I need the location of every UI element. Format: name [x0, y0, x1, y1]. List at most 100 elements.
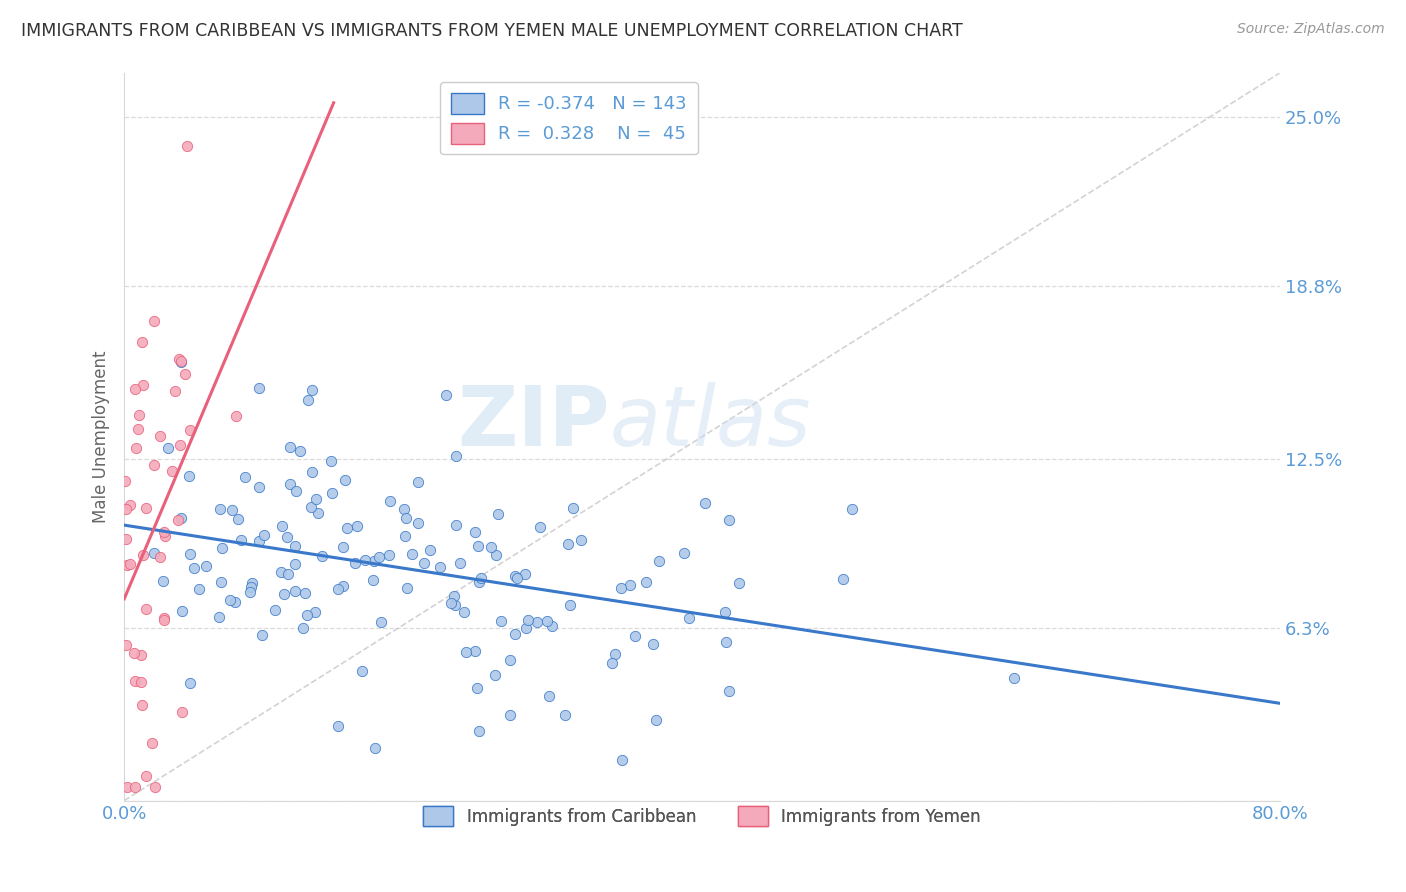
Point	[537, 689, 560, 703]
Point	[672, 546, 695, 560]
Point	[132, 377, 155, 392]
Point	[128, 408, 150, 422]
Point	[132, 548, 155, 562]
Point	[114, 474, 136, 488]
Point	[131, 698, 153, 713]
Point	[332, 540, 354, 554]
Point	[560, 598, 582, 612]
Point	[224, 409, 246, 423]
Point	[353, 553, 375, 567]
Point	[153, 529, 176, 543]
Point	[406, 516, 429, 531]
Point	[336, 521, 359, 535]
Point	[311, 549, 333, 563]
Point	[319, 453, 342, 467]
Point	[188, 582, 211, 597]
Text: ZIP: ZIP	[457, 382, 610, 463]
Point	[208, 610, 231, 624]
Point	[467, 540, 489, 554]
Point	[600, 657, 623, 671]
Point	[179, 469, 201, 483]
Point	[143, 780, 166, 794]
Point	[135, 602, 157, 616]
Point	[179, 547, 201, 561]
Point	[135, 768, 157, 782]
Point	[444, 449, 467, 463]
Point	[297, 392, 319, 407]
Point	[141, 735, 163, 749]
Point	[503, 569, 526, 583]
Point	[468, 724, 491, 739]
Point	[609, 582, 631, 596]
Point	[247, 534, 270, 549]
Point	[183, 560, 205, 574]
Point	[529, 520, 551, 534]
Point	[284, 558, 307, 572]
Point	[470, 571, 492, 585]
Point	[271, 519, 294, 533]
Point	[115, 780, 138, 794]
Point	[394, 529, 416, 543]
Point	[125, 441, 148, 455]
Point	[526, 615, 548, 630]
Point	[636, 574, 658, 589]
Point	[170, 706, 193, 720]
Point	[713, 606, 735, 620]
Point	[623, 629, 645, 643]
Point	[219, 592, 242, 607]
Point	[226, 511, 249, 525]
Point	[170, 354, 193, 368]
Point	[610, 754, 633, 768]
Point	[440, 596, 463, 610]
Point	[165, 384, 187, 398]
Point	[444, 518, 467, 533]
Point	[301, 383, 323, 397]
Point	[221, 502, 243, 516]
Point	[413, 556, 436, 570]
Point	[503, 627, 526, 641]
Point	[179, 423, 201, 437]
Point	[195, 558, 218, 573]
Point	[344, 556, 367, 570]
Point	[277, 567, 299, 582]
Point	[554, 707, 576, 722]
Point	[294, 586, 316, 600]
Point	[235, 470, 257, 484]
Point	[179, 676, 201, 690]
Point	[143, 314, 166, 328]
Point	[648, 553, 671, 567]
Text: IMMIGRANTS FROM CARIBBEAN VS IMMIGRANTS FROM YEMEN MALE UNEMPLOYMENT CORRELATION: IMMIGRANTS FROM CARIBBEAN VS IMMIGRANTS …	[21, 22, 963, 40]
Point	[1002, 671, 1025, 685]
Point	[280, 440, 302, 454]
Point	[695, 496, 717, 510]
Point	[124, 646, 146, 660]
Point	[561, 500, 583, 515]
Point	[499, 653, 522, 667]
Point	[832, 572, 855, 586]
Point	[718, 513, 741, 527]
Point	[486, 507, 509, 521]
Point	[127, 422, 149, 436]
Point	[449, 556, 471, 570]
Point	[295, 607, 318, 622]
Point	[170, 604, 193, 618]
Point	[174, 367, 197, 381]
Point	[361, 574, 384, 588]
Point	[363, 554, 385, 568]
Point	[124, 674, 146, 689]
Point	[443, 589, 465, 603]
Point	[153, 524, 176, 539]
Point	[284, 583, 307, 598]
Point	[406, 475, 429, 490]
Point	[250, 628, 273, 642]
Point	[603, 647, 626, 661]
Point	[129, 675, 152, 690]
Point	[678, 611, 700, 625]
Point	[142, 546, 165, 560]
Point	[396, 581, 419, 595]
Point	[264, 603, 287, 617]
Point	[321, 486, 343, 500]
Point	[224, 595, 246, 609]
Point	[515, 621, 537, 635]
Point	[516, 613, 538, 627]
